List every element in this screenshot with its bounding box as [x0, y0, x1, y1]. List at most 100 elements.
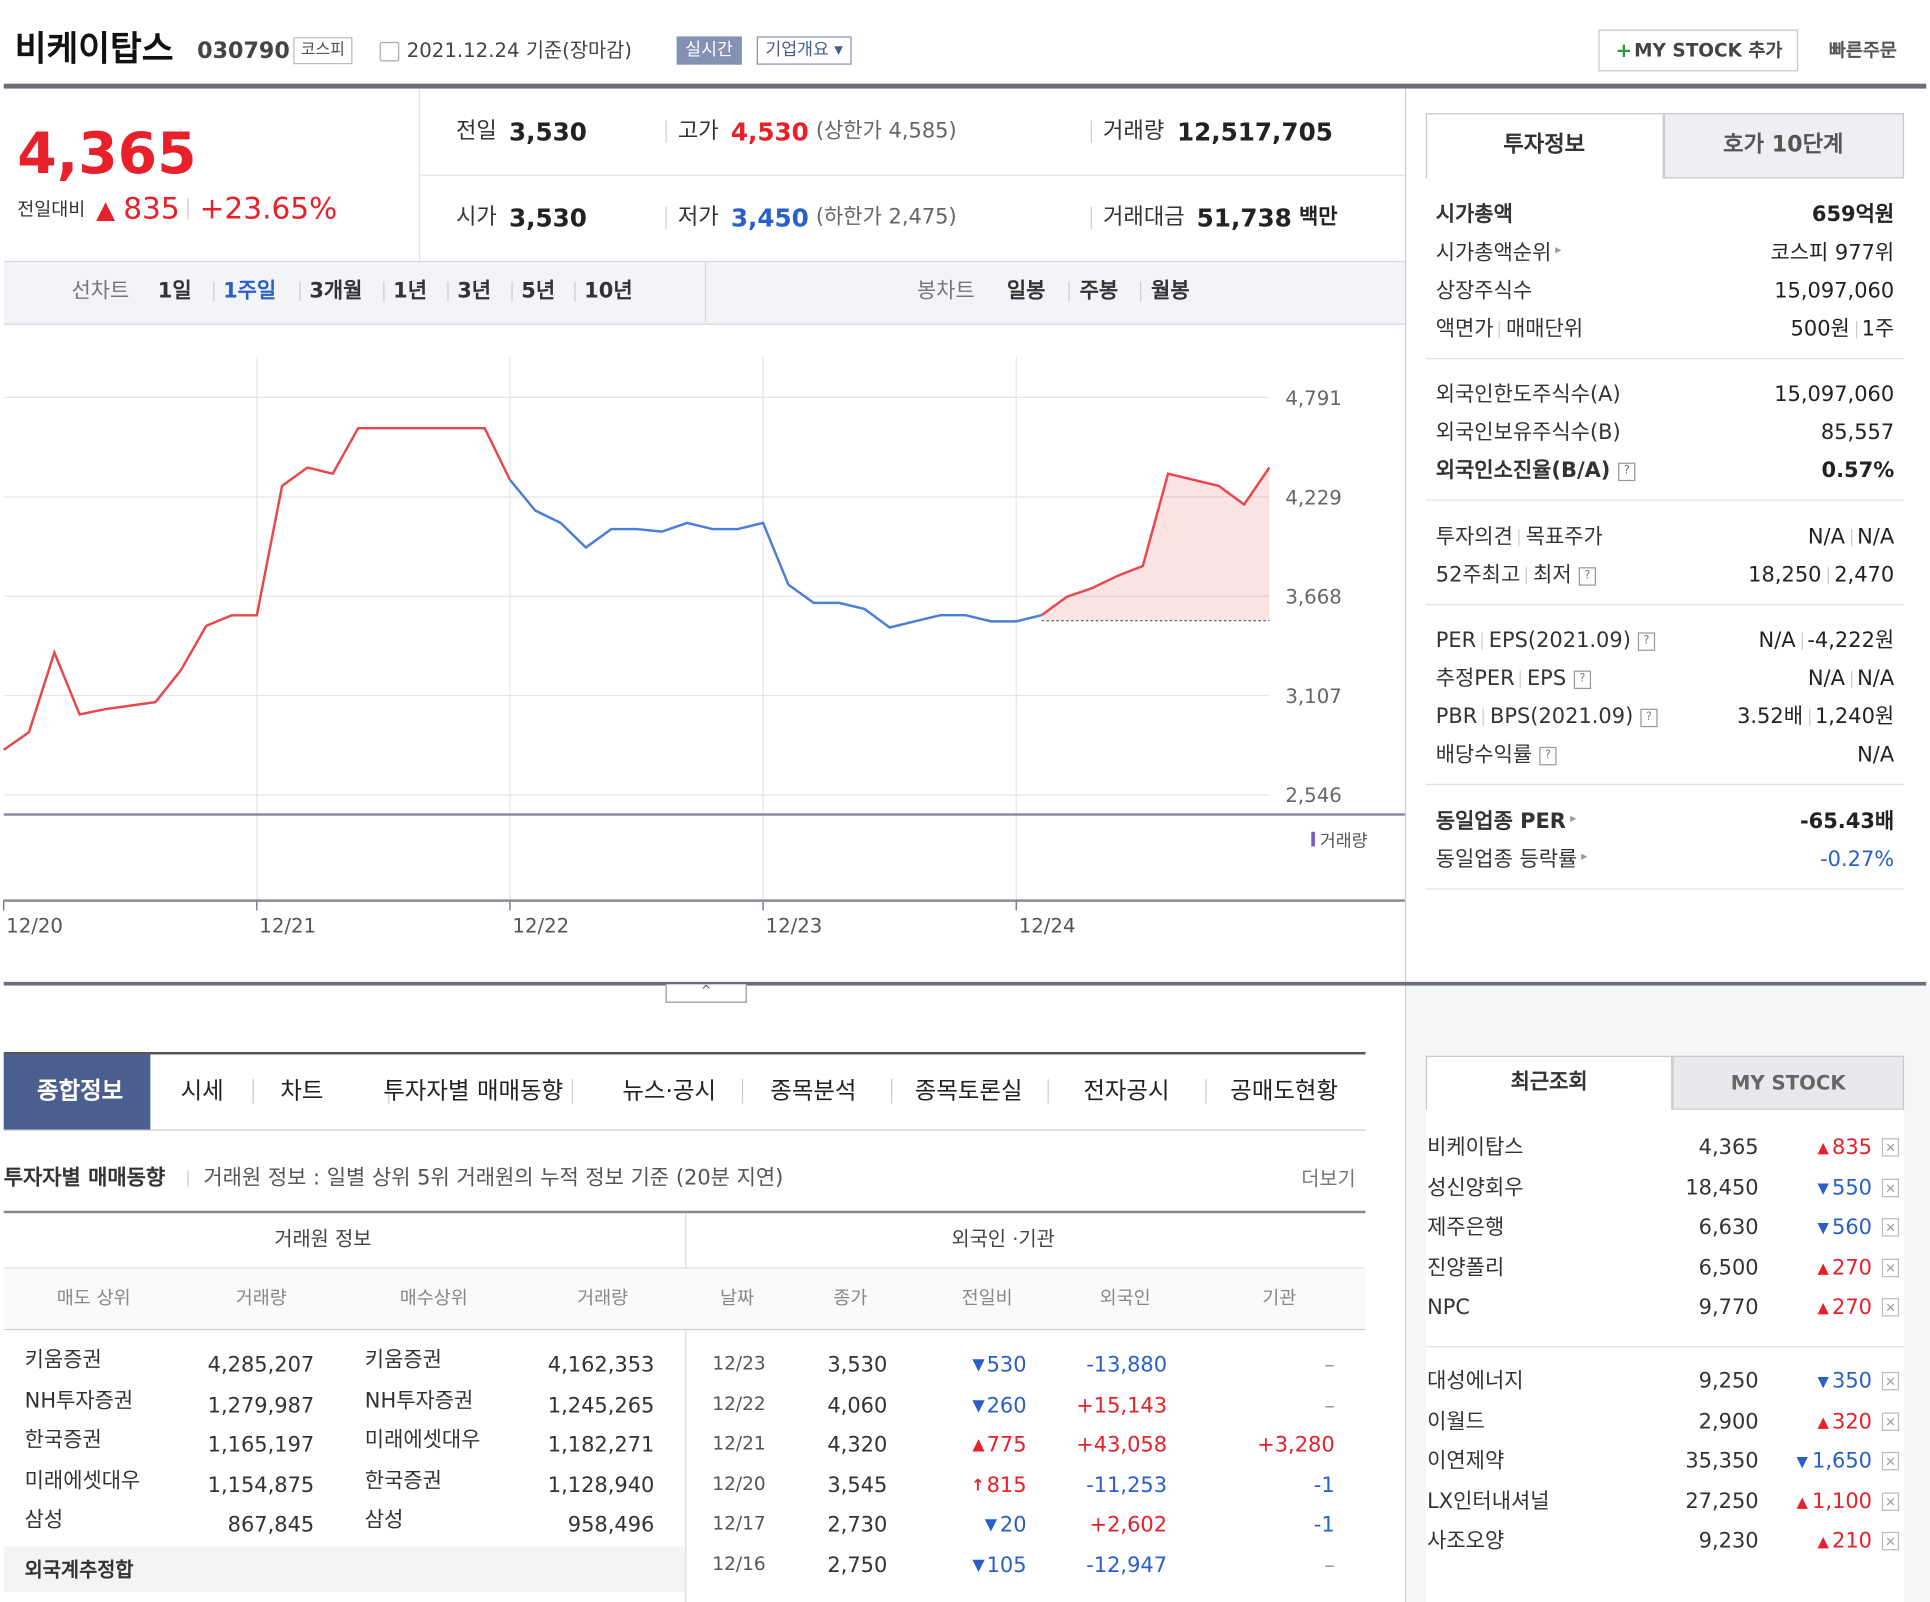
section-desc: 거래원 정보 : 일별 상위 5위 거래원의 누적 정보 기준 (20분 지연)	[203, 1166, 784, 1191]
recent-name[interactable]: 비케이탑스	[1427, 1135, 1524, 1161]
recent-name[interactable]: 성신양회우	[1427, 1175, 1524, 1201]
nav-tab[interactable]: 시세	[180, 1077, 224, 1105]
info-label: BPS(2021.09)	[1489, 704, 1634, 730]
recent-name[interactable]: 이연제약	[1427, 1449, 1505, 1474]
recent-name[interactable]: 대성에너지	[1427, 1369, 1524, 1394]
tab-label[interactable]: 최근조회	[1510, 1070, 1588, 1095]
info-value: 85,557	[1820, 420, 1895, 446]
nav-tab[interactable]: 차트	[280, 1077, 324, 1105]
period-tab[interactable]: 10년	[584, 279, 633, 304]
info-label: EPS(2021.09)	[1488, 628, 1631, 654]
recent-name[interactable]: 사조오양	[1427, 1529, 1505, 1554]
info-value: -0.27%	[1820, 847, 1895, 873]
period-tab[interactable]: 1년	[393, 279, 427, 304]
quick-order[interactable]: 빠른주문	[1828, 39, 1897, 62]
change-arrow: ▼	[972, 1356, 985, 1375]
recent-name[interactable]: 진양폴리	[1427, 1255, 1505, 1280]
nav-tab[interactable]: 전자공시	[1083, 1077, 1170, 1105]
stat-label: 시가	[455, 204, 497, 231]
help-icon[interactable]: ?	[1637, 632, 1656, 651]
remove-button[interactable]: ×	[1881, 1451, 1900, 1471]
nav-tab[interactable]: 종합정보	[37, 1077, 124, 1105]
broker-name: NH투자증권	[364, 1388, 474, 1413]
nav-top-rule	[3, 1051, 1366, 1055]
stat-label: 전일	[455, 118, 497, 145]
nav-tab[interactable]: 종목토론실	[914, 1077, 1023, 1105]
period-tab[interactable]: 3년	[457, 279, 492, 304]
nav-tab[interactable]: 뉴스·공시	[622, 1077, 717, 1105]
more-link[interactable]: 더보기	[1301, 1166, 1356, 1191]
broker-volume: 1,182,271	[547, 1433, 655, 1459]
broker-name: 미래에셋대우	[24, 1468, 141, 1494]
recent-arrow: ▼	[1817, 1372, 1829, 1391]
nav-tab[interactable]: 공매도현황	[1230, 1077, 1339, 1105]
recent-name[interactable]: 제주은행	[1427, 1215, 1505, 1241]
broker-name: 한국증권	[364, 1468, 442, 1494]
my-stock-button[interactable]	[1598, 29, 1799, 72]
remove-button[interactable]: ×	[1881, 1138, 1900, 1157]
recent-name[interactable]: 이월드	[1427, 1409, 1485, 1434]
recent-name[interactable]: NPC	[1427, 1295, 1471, 1320]
remove-button[interactable]: ×	[1881, 1298, 1900, 1317]
collapse-handle[interactable]: ^	[665, 984, 747, 1003]
inactive-tab[interactable]	[1663, 113, 1905, 179]
info-label: 상장주식수	[1435, 279, 1533, 304]
period-tab[interactable]: 3개월	[309, 279, 363, 304]
recent-name[interactable]: LX인터내셔널	[1427, 1489, 1550, 1514]
column-header: 외국인	[1099, 1286, 1151, 1310]
recent-price: 4,365	[1698, 1135, 1759, 1161]
remove-button[interactable]: ×	[1881, 1371, 1900, 1391]
x-tick-label: 12/20	[6, 915, 63, 938]
nav-tab[interactable]: 투자자별 매매동향	[383, 1077, 564, 1105]
period-tab[interactable]: 1주일	[223, 279, 277, 304]
x-tick-label: 12/23	[766, 915, 823, 938]
candle-tab[interactable]: 일봉	[1006, 279, 1046, 304]
my-stock-label[interactable]: MY STOCK 추가	[1634, 39, 1783, 62]
x-tick-label: 12/22	[512, 915, 569, 938]
help-icon[interactable]: ?	[1618, 462, 1636, 482]
recent-arrow: ▲	[1817, 1299, 1829, 1317]
info-label: 배당수익률	[1435, 742, 1533, 768]
tab-label[interactable]: 호가 10단계	[1723, 131, 1844, 158]
info-value: -4,222원	[1807, 628, 1895, 654]
tab-label[interactable]: 투자정보	[1503, 131, 1586, 158]
period-tab[interactable]: 1일	[157, 279, 192, 304]
remove-button[interactable]: ×	[1881, 1178, 1900, 1197]
panel-border	[1404, 88, 1407, 1602]
help-icon[interactable]: ?	[1573, 670, 1592, 690]
nav-tab[interactable]: 종목분석	[770, 1077, 857, 1105]
realtime-button[interactable]: 실시간	[676, 36, 742, 65]
remove-button[interactable]: ×	[1881, 1258, 1900, 1277]
candle-tab[interactable]: 주봉	[1079, 279, 1119, 304]
separator	[741, 1079, 743, 1104]
tab-label[interactable]: MY STOCK	[1730, 1070, 1846, 1095]
remove-button[interactable]: ×	[1881, 1218, 1900, 1237]
period-tab[interactable]: 5년	[521, 279, 556, 304]
remove-button[interactable]: ×	[1881, 1411, 1900, 1431]
separator	[447, 281, 449, 302]
active-tab[interactable]	[1425, 113, 1664, 179]
info-value: 500원	[1790, 317, 1850, 342]
separator	[1139, 281, 1142, 302]
active-tab[interactable]	[1425, 1055, 1673, 1110]
stock-name: 비케이탑스	[14, 28, 174, 70]
inactive-tab[interactable]	[1672, 1055, 1905, 1110]
remove-button[interactable]: ×	[1881, 1531, 1900, 1551]
info-label: 추정PER	[1435, 666, 1515, 692]
info-label: 동일업종 PER	[1435, 809, 1566, 834]
broker-name: 삼성	[364, 1508, 404, 1534]
group-rule	[1425, 888, 1905, 890]
group-rule	[1425, 604, 1905, 606]
candle-tab[interactable]: 월봉	[1151, 279, 1190, 304]
remove-button[interactable]: ×	[1881, 1491, 1900, 1511]
help-icon[interactable]: ?	[1578, 567, 1596, 586]
company-button[interactable]: 기업개요 ▾	[756, 36, 852, 65]
info-value: 코스피 977위	[1770, 240, 1895, 266]
x-tick-label: 12/24	[1019, 915, 1076, 938]
column-header: 전일비	[961, 1286, 1013, 1310]
help-icon[interactable]: ?	[1539, 746, 1557, 766]
change-cell: 815	[986, 1473, 1027, 1499]
separator	[665, 120, 667, 143]
y-tick-label: 3,107	[1285, 685, 1341, 708]
help-icon[interactable]: ?	[1640, 708, 1658, 728]
